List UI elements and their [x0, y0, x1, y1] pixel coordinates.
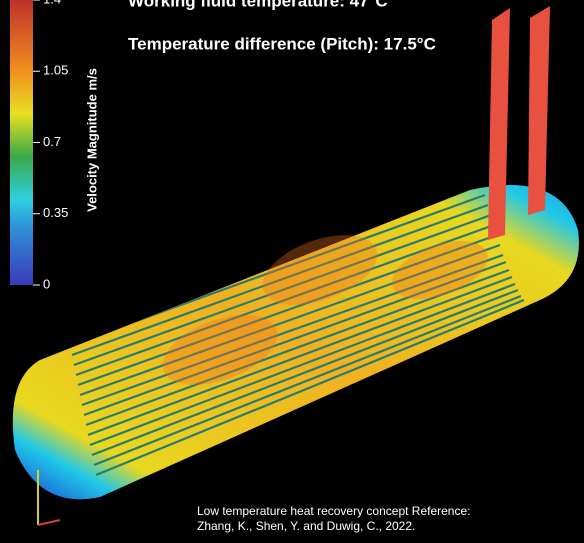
header-line: Working fluid temperature: 47°C: [128, 0, 388, 10]
colorbar-tick-label: 1.05: [43, 63, 68, 78]
colorbar-tick-label: 0: [43, 276, 50, 291]
colorbar-tick-label: 0.35: [43, 205, 68, 220]
page: {"header": {"line1": "Working fluid temp…: [0, 0, 584, 538]
header-line: Temperature difference (Pitch): 17.5°C: [128, 34, 436, 53]
colorbar-ticks: 0 0.35 0.7 1.05 1.4: [33, 0, 68, 291]
reference-line: Zhang, K., Shen, Y. and Duwig, C., 2022.: [197, 519, 415, 533]
colorbar: [10, 0, 33, 285]
colorbar-tick-label: 1.4: [43, 0, 61, 6]
scene: 0 0.35 0.7 1.05 1.4 Velocity Magnitude m/s W…: [0, 0, 584, 538]
reference-line: Low temperature heat recovery concept Re…: [197, 504, 470, 518]
colorbar-label: Velocity Magnitude m/s: [84, 68, 99, 212]
colorbar-tick-label: 0.7: [43, 134, 61, 149]
